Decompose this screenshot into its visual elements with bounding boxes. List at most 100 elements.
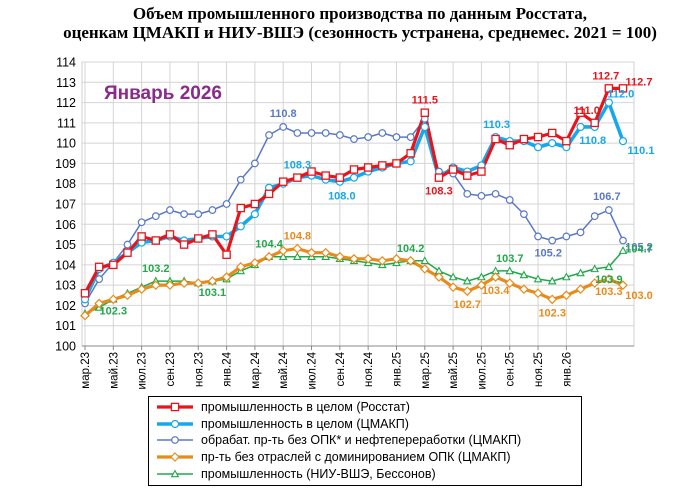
series-2-point: [534, 232, 542, 241]
series-2-point: [378, 129, 387, 137]
series-4-point: [533, 274, 543, 283]
series-markers: [80, 84, 628, 321]
x-tick-label: июл.24: [307, 351, 319, 389]
legend-label: промышленность в целом (ЦМАКП): [201, 416, 409, 431]
legend-item: промышленность в целом (Росстат): [155, 399, 575, 416]
series-0-point: [307, 167, 316, 176]
series-0-point: [618, 84, 628, 93]
series-2-point: [562, 232, 571, 241]
data-label: 112.0: [607, 89, 634, 101]
series-4-point: [618, 246, 628, 254]
chart-title: Объем промышленного производства по данн…: [40, 4, 680, 42]
x-tick-label: мар.23: [80, 352, 92, 389]
legend-swatch: [157, 469, 193, 477]
series-3-point: [320, 247, 331, 258]
series-2-point: [321, 129, 330, 137]
series-0-point: [335, 173, 345, 182]
legend-label: промышленность (НИУ-ВШЭ, Бессонов): [201, 466, 436, 481]
series-3-point: [179, 278, 189, 288]
series-0-point: [463, 171, 472, 180]
x-tick-label: янв.25: [391, 352, 403, 387]
data-label: 105.2: [534, 248, 562, 260]
legend-swatch-marker: [170, 469, 180, 477]
series-0-point: [278, 177, 288, 186]
series-1-point: [548, 139, 557, 148]
series-2-point: [505, 196, 514, 204]
series-0-point: [576, 108, 585, 117]
series-3-point: [547, 294, 558, 305]
series-0-point: [137, 232, 146, 241]
series-0-point: [434, 173, 444, 182]
series-3-point: [490, 272, 501, 282]
series-0-point: [179, 240, 189, 249]
data-labels: 111.5 108.3 111.0 112.7 112.7 108.3 108.0 110.3…: [100, 70, 655, 319]
series-0-point: [94, 262, 104, 272]
x-tick-label: май.25: [448, 352, 460, 389]
series-3-point: [349, 253, 359, 264]
series-0-point: [448, 165, 458, 174]
chart-legend: промышленность в целом (Росстат) промышле…: [148, 396, 582, 486]
series-1-point: [406, 157, 415, 166]
legend-swatch-marker: [170, 452, 180, 462]
y-tick-label: 102: [55, 299, 76, 313]
series-3-point: [589, 278, 600, 288]
data-label: 111.0: [574, 105, 600, 117]
data-label: 110.8: [579, 135, 606, 147]
series-2-point: [123, 240, 132, 249]
axes: 100 101 102 103 104 105 106 107 108 109 110 111 112 1…: [55, 56, 634, 390]
series-3-point: [618, 280, 628, 290]
series-4-point: [477, 272, 486, 281]
data-label: 103.9: [595, 274, 623, 286]
legend-swatch-marker: [171, 436, 179, 445]
series-0-point: [378, 161, 387, 170]
series-4-point: [462, 276, 472, 285]
series-3-point: [561, 290, 572, 301]
series-3-point: [519, 284, 529, 295]
x-tick-label: сен.25: [505, 352, 517, 386]
data-label: 110.3: [483, 119, 510, 131]
series-3-point: [94, 298, 105, 309]
data-label: 103.7: [496, 253, 524, 265]
data-label: 103.2: [142, 263, 170, 275]
legend-item: промышленность в целом (ЦМАКП): [155, 416, 575, 433]
series-3-point: [603, 274, 614, 284]
series-3-point: [419, 264, 430, 274]
series-3-point: [136, 284, 147, 295]
data-label: 108.0: [328, 191, 356, 203]
series-2-point: [208, 206, 217, 214]
series-2-point: [350, 135, 358, 143]
y-tick-label: 106: [55, 218, 76, 232]
series-4-point: [590, 264, 600, 273]
data-label: 106.7: [593, 191, 621, 203]
series-4-point: [604, 262, 614, 271]
x-tick-label: ноя.25: [533, 352, 545, 387]
series-1-point: [222, 232, 231, 241]
series-0-point: [194, 234, 203, 243]
series-0-point: [604, 84, 614, 93]
series-0-point: [406, 149, 415, 158]
series-3-point: [292, 243, 303, 254]
series-0-point: [349, 165, 359, 174]
series-0-point: [420, 108, 430, 117]
legend-item: пр-ть без отраслей с доминированием ОПК …: [155, 449, 575, 466]
data-label: 103.3: [595, 286, 623, 298]
series-0-point: [392, 159, 401, 168]
y-tick-label: 100: [55, 340, 76, 354]
x-tick-label: сен.24: [335, 351, 347, 386]
series-4-point: [547, 276, 557, 285]
series-4-point: [420, 256, 430, 265]
series-2-point: [335, 131, 344, 139]
series-2-point: [576, 228, 585, 237]
x-tick-label: июл.25: [476, 352, 488, 390]
series-1-point: [576, 122, 585, 132]
series-4-point: [562, 272, 571, 281]
series-3-point: [377, 255, 388, 266]
series-1-point: [604, 98, 613, 107]
data-label: 108.3: [425, 186, 453, 198]
series-0-point: [562, 136, 571, 146]
series-1-point: [236, 222, 245, 231]
series-0-point: [80, 289, 90, 298]
series-0-point: [123, 248, 132, 257]
series-1-point: [618, 137, 628, 146]
series-1-point: [250, 210, 259, 219]
